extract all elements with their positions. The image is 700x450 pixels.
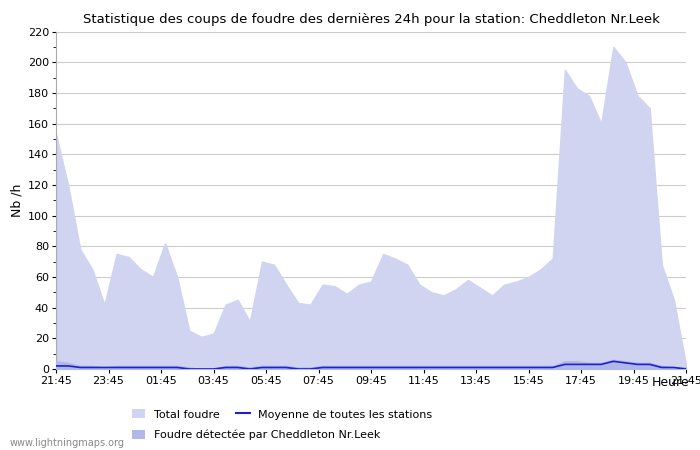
Y-axis label: Nb /h: Nb /h [10,184,24,217]
Text: www.lightningmaps.org: www.lightningmaps.org [9,438,124,448]
Legend: Total foudre, Moyenne de toutes les stations: Total foudre, Moyenne de toutes les stat… [132,409,433,420]
Title: Statistique des coups de foudre des dernières 24h pour la station: Cheddleton Nr: Statistique des coups de foudre des dern… [83,13,659,26]
Text: Heure: Heure [652,376,690,389]
Legend: Foudre détectée par Cheddleton Nr.Leek: Foudre détectée par Cheddleton Nr.Leek [132,429,380,440]
